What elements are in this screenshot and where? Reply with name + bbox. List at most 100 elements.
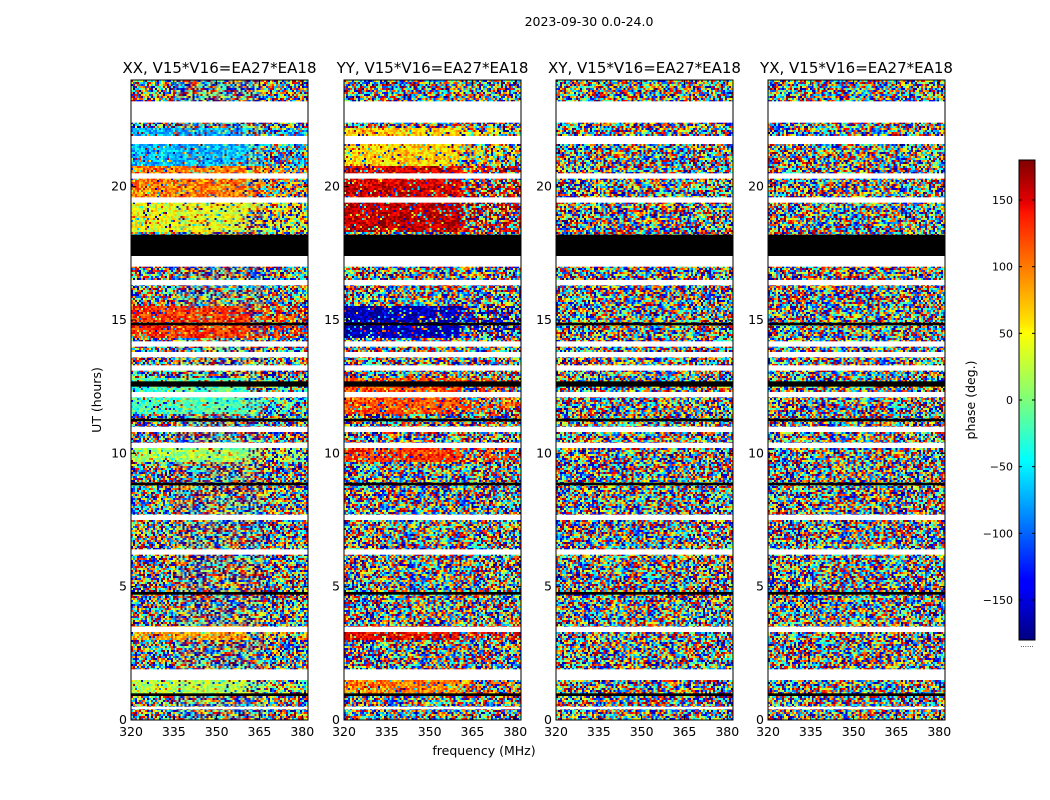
x-tick-label: 380 (290, 724, 314, 739)
flagged-row (768, 426, 945, 432)
flagged-row (768, 352, 945, 358)
colorbar: 150 100 50 0 −50 −100 −150 phase (deg.) ...... (963, 159, 1036, 649)
x-tick-label: 380 (503, 724, 527, 739)
y-tick-label: 15 (748, 312, 764, 327)
x-tick-label: 320 (756, 724, 780, 739)
x-tick-label: 380 (715, 724, 739, 739)
y-tick-label: 0 (119, 712, 127, 727)
flagged-row (556, 173, 733, 179)
y-axis-label: UT (hours) (89, 367, 104, 433)
flagged-row (768, 136, 945, 144)
flagged-row (131, 197, 308, 203)
flagged-row (768, 197, 945, 203)
flagged-row (344, 101, 521, 123)
dark-row (344, 693, 521, 696)
panel-title: XX, V15*V16=EA27*EA18 (122, 59, 316, 77)
dark-row (131, 234, 308, 256)
y-tick-label: 15 (111, 312, 127, 327)
panel-title: YX, V15*V16=EA27*EA18 (759, 59, 953, 77)
x-tick-label: 350 (418, 724, 442, 739)
dark-row (556, 418, 733, 422)
flagged-row (131, 549, 308, 555)
flagged-row (344, 136, 521, 144)
x-tick-label: 350 (630, 724, 654, 739)
panel-frame (767, 79, 946, 721)
flagged-row (768, 442, 945, 448)
colorbar-tick-label: 0 (1006, 394, 1013, 407)
panel-frame (555, 79, 734, 721)
panel-4: YX, V15*V16=EA27*EA18 320 335 350 365 380 0 5 10… (748, 59, 953, 739)
flagged-row (131, 426, 308, 432)
y-tick-label: 5 (119, 579, 127, 594)
heatmap-image (768, 80, 945, 720)
flagged-row (131, 173, 308, 179)
panel-frame (130, 79, 309, 721)
flagged-row (344, 442, 521, 448)
colorbar-footer: ...... (1020, 641, 1033, 649)
x-tick-label: 320 (544, 724, 568, 739)
dark-row (344, 482, 521, 486)
x-tick-label: 365 (673, 724, 697, 739)
flagged-row (344, 514, 521, 520)
heatmap-image (556, 80, 733, 720)
flagged-row (131, 256, 308, 267)
dark-row (131, 482, 308, 486)
flagged-row (556, 426, 733, 432)
y-tick-label: 0 (756, 712, 764, 727)
flagged-row (556, 669, 733, 680)
flagged-row (556, 706, 733, 710)
dark-row (556, 592, 733, 595)
x-tick-label: 335 (799, 724, 823, 739)
colorbar-tick-label: 100 (992, 261, 1013, 274)
flagged-row (768, 392, 945, 398)
x-tick-label: 335 (587, 724, 611, 739)
flagged-row (131, 514, 308, 520)
x-tick-label: 365 (248, 724, 272, 739)
panel-2: YY, V15*V16=EA27*EA18 320 335 350 365 380 0 5 10… (324, 59, 528, 739)
flagged-row (556, 365, 733, 371)
colorbar-label: phase (deg.) (963, 361, 978, 440)
flagged-row (768, 341, 945, 347)
flagged-row (344, 197, 521, 203)
dark-row (768, 592, 945, 595)
flagged-row (344, 256, 521, 267)
panel-3: XY, V15*V16=EA27*EA18 320 335 350 365 380 0 5 10… (536, 59, 741, 739)
dark-row (131, 592, 308, 595)
flagged-row (556, 352, 733, 358)
dark-row (556, 322, 733, 326)
y-tick-label: 10 (536, 445, 552, 460)
y-tick-label: 5 (756, 579, 764, 594)
y-tick-label: 20 (324, 179, 340, 194)
flagged-row (556, 442, 733, 448)
dark-row (131, 418, 308, 422)
panel-1: XX, V15*V16=EA27*EA18 320 335 350 365 380 0 5 10… (111, 59, 316, 739)
dark-row (131, 322, 308, 326)
y-tick-label: 0 (332, 712, 340, 727)
x-tick-label: 380 (927, 724, 951, 739)
colorbar-tick-label: −50 (990, 461, 1013, 474)
y-tick-label: 0 (544, 712, 552, 727)
y-tick-label: 10 (111, 445, 127, 460)
flagged-row (556, 341, 733, 347)
y-tick-label: 20 (748, 179, 764, 194)
flagged-row (556, 101, 733, 123)
dark-row (768, 693, 945, 696)
flagged-row (131, 280, 308, 286)
colorbar-ticks: 150 100 50 0 −50 −100 −150 (983, 194, 1035, 607)
dark-row (131, 381, 308, 387)
dark-row (768, 418, 945, 422)
y-tick-label: 10 (324, 445, 340, 460)
heatmap-image (344, 80, 521, 720)
flagged-row (131, 365, 308, 371)
flagged-row (344, 549, 521, 555)
x-tick-label: 320 (119, 724, 143, 739)
x-tick-label: 335 (375, 724, 399, 739)
flagged-row (344, 426, 521, 432)
x-axis-label: frequency (MHz) (432, 743, 535, 758)
panel-title: XY, V15*V16=EA27*EA18 (548, 59, 741, 77)
flagged-row (768, 514, 945, 520)
dark-row (131, 693, 308, 696)
flagged-row (768, 669, 945, 680)
flagged-row (131, 392, 308, 398)
